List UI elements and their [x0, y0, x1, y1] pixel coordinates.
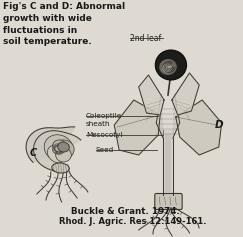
Ellipse shape: [53, 140, 66, 152]
Ellipse shape: [58, 142, 69, 152]
Text: Coleoptile
sheath: Coleoptile sheath: [86, 113, 122, 127]
Ellipse shape: [47, 145, 66, 163]
Text: C: C: [29, 148, 36, 158]
Ellipse shape: [162, 64, 172, 73]
Text: Buckle & Grant. 1974.: Buckle & Grant. 1974.: [71, 207, 180, 216]
Polygon shape: [163, 130, 173, 195]
Text: Fig's C and D: Abnormal
growth with wide
fluctuations in
soil temperature.: Fig's C and D: Abnormal growth with wide…: [3, 2, 125, 46]
Ellipse shape: [44, 135, 73, 161]
Text: Mesocotyl: Mesocotyl: [86, 132, 122, 138]
Text: Rhod. J. Agric. Res 12:149-161.: Rhod. J. Agric. Res 12:149-161.: [59, 217, 206, 226]
Text: Seed: Seed: [96, 147, 114, 153]
Ellipse shape: [51, 140, 74, 160]
Polygon shape: [26, 127, 75, 162]
Polygon shape: [172, 73, 199, 115]
FancyBboxPatch shape: [155, 193, 182, 210]
Text: 2nd leaf: 2nd leaf: [130, 33, 161, 42]
Ellipse shape: [52, 163, 69, 173]
Polygon shape: [114, 100, 160, 155]
Polygon shape: [156, 95, 163, 138]
Ellipse shape: [159, 59, 177, 75]
Polygon shape: [176, 100, 222, 155]
Ellipse shape: [56, 148, 71, 162]
Text: D: D: [215, 120, 224, 130]
Ellipse shape: [155, 50, 187, 80]
Polygon shape: [173, 95, 180, 138]
Polygon shape: [34, 131, 81, 172]
Polygon shape: [139, 75, 164, 115]
